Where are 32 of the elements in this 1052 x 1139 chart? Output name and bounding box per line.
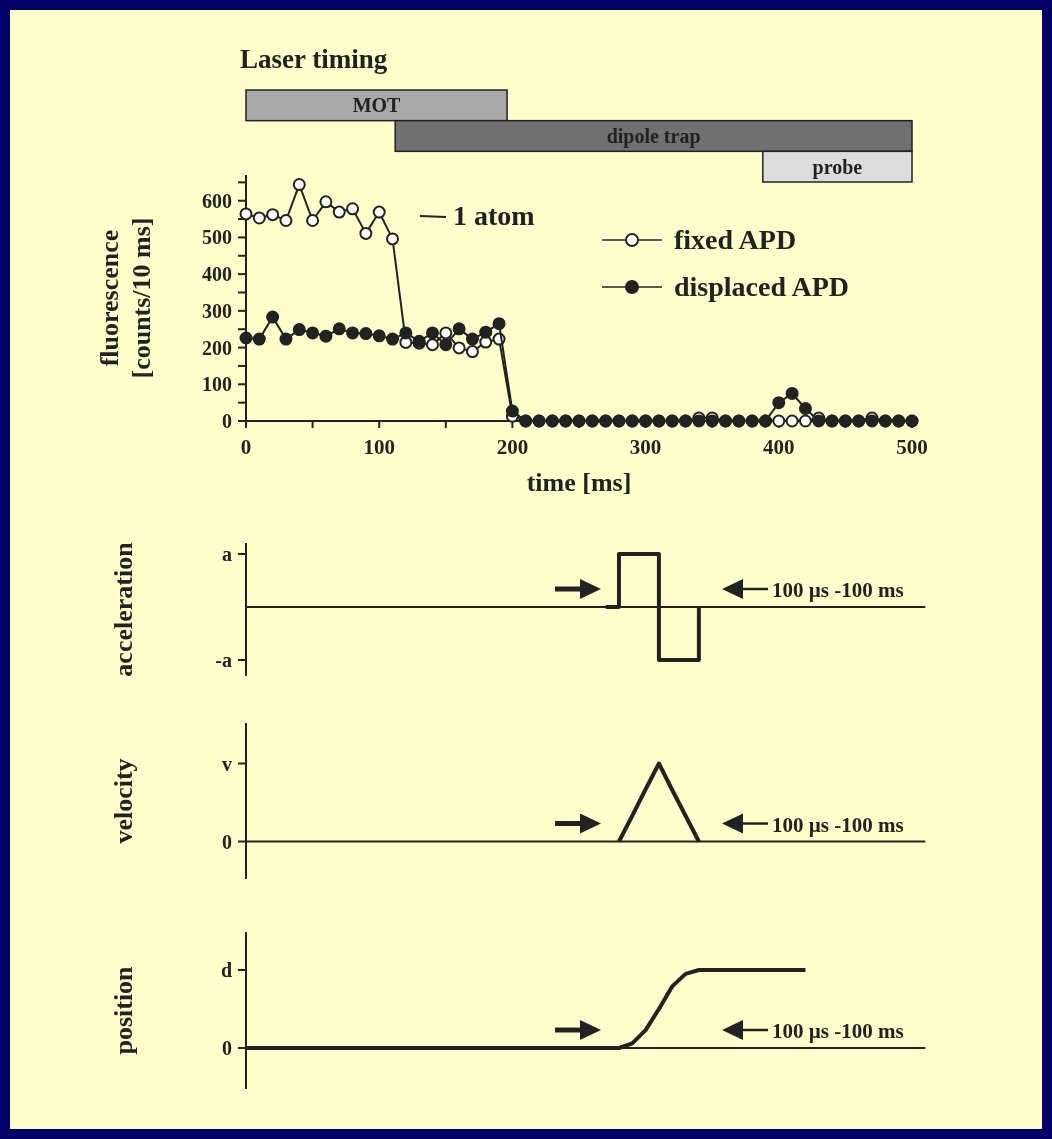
x-tick-label: 300	[629, 435, 662, 459]
y-tick-label: 0	[222, 410, 232, 432]
x-tick-label: 400	[763, 435, 795, 459]
y-tick-label: dipole trap	[606, 125, 701, 148]
text: v	[222, 752, 232, 775]
y-tick-label: 100	[202, 373, 232, 396]
y-axis-title: position	[109, 965, 138, 1055]
y-tick-label: 600	[202, 189, 232, 212]
y-axis-title: velocity	[109, 758, 138, 844]
annotation: 1 atom	[453, 200, 535, 231]
chart-title: Laser timing	[240, 44, 388, 74]
x-tick-label: 100	[363, 435, 395, 459]
text: -a	[215, 649, 232, 671]
legend-label: fixed APD	[674, 224, 797, 255]
y-tick-label: 300	[202, 299, 232, 322]
y-tick-label: 500	[202, 226, 232, 249]
x-tick-label: 200	[496, 435, 529, 459]
annotation: 100 µs -100 ms	[772, 1019, 904, 1043]
y-tick-label: 200	[202, 336, 232, 359]
annotation: 100 µs -100 ms	[772, 578, 904, 602]
y-tick-label: 400	[202, 263, 232, 286]
text: d	[220, 959, 232, 981]
text: a	[222, 543, 232, 565]
x-tick-label: 500	[896, 435, 928, 459]
annotation: 100 µs -100 ms	[772, 812, 904, 837]
x-axis-title: time [ms]	[526, 468, 632, 497]
y-tick-label: MOT	[352, 94, 402, 117]
y-tick-label: probe	[812, 155, 863, 179]
x-tick-label: 0	[240, 435, 252, 459]
legend-label: displaced APD	[674, 271, 850, 302]
y-axis-title: fluorescence [counts/10 ms]	[95, 217, 156, 379]
y-axis-title: acceleration	[109, 541, 138, 677]
